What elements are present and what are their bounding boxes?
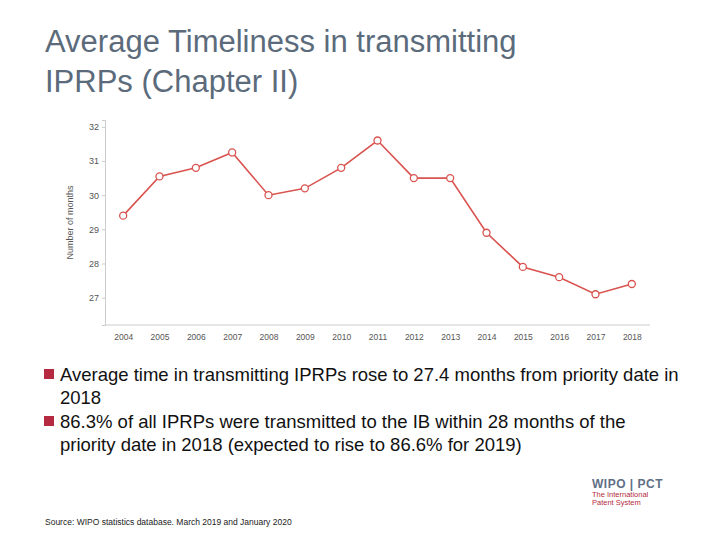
bullet-text: Average time in transmitting IPRPs rose …: [60, 364, 679, 408]
bullet: Average time in transmitting IPRPs rose …: [44, 363, 684, 409]
x-tick-label: 2014: [478, 332, 497, 342]
data-point: [410, 175, 417, 182]
y-tick: 30: [89, 191, 105, 201]
x-tick-label: 2013: [441, 332, 460, 342]
y-tick-mark: [102, 161, 105, 162]
y-tick-label: 32: [89, 122, 99, 132]
y-tick-mark: [102, 195, 105, 196]
y-axis-line: [102, 121, 106, 326]
data-point: [301, 185, 308, 192]
x-tick: 2005: [151, 325, 170, 342]
data-point: [120, 212, 127, 219]
x-tick: 2011: [369, 325, 388, 342]
data-line: [123, 141, 632, 295]
x-tick: 2007: [223, 325, 242, 342]
logo-text: WIPO | PCT: [592, 477, 663, 491]
y-axis-title: Number of months: [65, 185, 75, 260]
y-tick: 28: [89, 259, 105, 269]
x-tick-label: 2010: [332, 332, 351, 342]
x-tick: 2010: [332, 325, 351, 342]
x-tick-label: 2006: [187, 332, 206, 342]
x-tick: 2004: [114, 325, 133, 342]
bullet-text: 86.3% of all IPRPs were transmitted to t…: [60, 411, 626, 455]
x-tick-label: 2005: [151, 332, 170, 342]
logo-tagline: Patent System: [592, 499, 663, 507]
y-tick-mark: [102, 298, 105, 299]
source: Source: WIPO statistics database. March …: [45, 517, 292, 527]
data-point: [338, 164, 345, 171]
bullet-marker: [44, 416, 54, 426]
x-tick-label: 2007: [223, 332, 242, 342]
x-axis-line: [105, 325, 650, 326]
x-tick-label: 2004: [114, 332, 133, 342]
data-point: [483, 229, 490, 236]
x-tick: 2015: [514, 325, 533, 342]
y-tick: 27: [89, 293, 105, 303]
x-tick: 2018: [623, 325, 642, 342]
y-tick: 32: [89, 122, 105, 132]
plot-area: [120, 137, 636, 298]
data-point: [556, 274, 563, 281]
y-tick: 31: [89, 156, 105, 166]
x-tick-label: 2017: [587, 332, 606, 342]
x-tick: 2008: [260, 325, 279, 342]
y-tick-label: 28: [89, 259, 99, 269]
y-tick-mark: [102, 229, 105, 230]
y-tick-label: 30: [89, 191, 99, 201]
x-tick: 2014: [478, 325, 497, 342]
x-tick: 2012: [405, 325, 424, 342]
x-axis: 2004 2005 2006 2007 2008 2009 2010 2011 2012 2013…: [105, 325, 650, 342]
y-tick-mark: [102, 264, 105, 265]
logo-tagline: The International: [592, 491, 663, 499]
y-tick-mark: [102, 127, 105, 128]
data-point: [156, 173, 163, 180]
x-tick-label: 2016: [550, 332, 569, 342]
data-point: [447, 175, 454, 182]
x-tick: 2013: [441, 325, 460, 342]
data-point: [374, 137, 381, 144]
bullet: 86.3% of all IPRPs were transmitted to t…: [44, 410, 684, 456]
y-tick-label: 27: [89, 293, 99, 303]
logo: WIPO | PCTThe InternationalPatent System: [592, 477, 663, 507]
y-axis: 27 28 29 30 31 32: [89, 121, 106, 326]
data-point: [628, 281, 635, 288]
data-point: [229, 149, 236, 156]
bullet-list: Average time in transmitting IPRPs rose …: [44, 363, 684, 457]
data-point: [192, 164, 199, 171]
data-point: [519, 263, 526, 270]
y-tick-label: 29: [89, 225, 99, 235]
data-point: [265, 192, 272, 199]
y-tick: 29: [89, 225, 105, 235]
data-point: [592, 291, 599, 298]
x-tick-label: 2011: [369, 332, 388, 342]
y-tick-label: 31: [89, 156, 99, 166]
bullet-marker: [44, 369, 54, 379]
chart: 27 28 29 30 31 32 Number of months 2004 2005 2006…: [0, 0, 720, 540]
title: Average Timeliness in transmitting IPRPs…: [45, 22, 590, 102]
x-tick: 2016: [550, 325, 569, 342]
x-tick-label: 2012: [405, 332, 424, 342]
x-tick-label: 2018: [623, 332, 642, 342]
x-tick: 2006: [187, 325, 206, 342]
x-tick: 2017: [587, 325, 606, 342]
x-tick-label: 2009: [296, 332, 315, 342]
x-tick: 2009: [296, 325, 315, 342]
x-tick-label: 2008: [260, 332, 279, 342]
x-tick-label: 2015: [514, 332, 533, 342]
